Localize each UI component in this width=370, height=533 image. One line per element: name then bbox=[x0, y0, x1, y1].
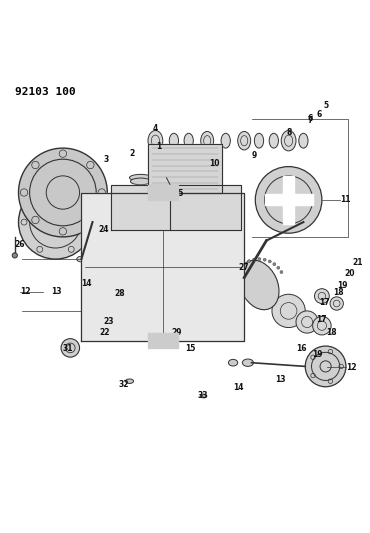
Text: 12: 12 bbox=[346, 362, 356, 372]
Polygon shape bbox=[111, 185, 240, 230]
Ellipse shape bbox=[238, 132, 250, 150]
Ellipse shape bbox=[299, 133, 308, 148]
Circle shape bbox=[272, 294, 305, 328]
Text: 14: 14 bbox=[233, 383, 244, 392]
Text: 5: 5 bbox=[324, 101, 329, 110]
Circle shape bbox=[314, 289, 329, 303]
Ellipse shape bbox=[201, 132, 214, 150]
Text: 17: 17 bbox=[316, 314, 327, 324]
Circle shape bbox=[255, 167, 322, 233]
Circle shape bbox=[61, 338, 80, 357]
Text: 26: 26 bbox=[14, 240, 24, 249]
Circle shape bbox=[258, 257, 261, 261]
Circle shape bbox=[296, 311, 318, 333]
Ellipse shape bbox=[200, 394, 207, 398]
Ellipse shape bbox=[130, 174, 152, 181]
Text: 19: 19 bbox=[313, 350, 323, 359]
Text: 6: 6 bbox=[316, 110, 322, 119]
Text: 20: 20 bbox=[344, 269, 354, 278]
Circle shape bbox=[305, 346, 346, 387]
Ellipse shape bbox=[184, 133, 194, 148]
Ellipse shape bbox=[281, 131, 296, 151]
Circle shape bbox=[233, 274, 236, 278]
Ellipse shape bbox=[229, 359, 238, 366]
Circle shape bbox=[280, 271, 283, 273]
Polygon shape bbox=[148, 333, 178, 348]
Text: 28: 28 bbox=[114, 289, 125, 297]
Circle shape bbox=[137, 230, 211, 303]
Circle shape bbox=[18, 148, 107, 237]
Circle shape bbox=[330, 297, 343, 310]
Text: 15: 15 bbox=[185, 344, 195, 353]
Text: 16: 16 bbox=[296, 344, 306, 353]
Text: 9: 9 bbox=[252, 151, 257, 160]
Text: 17: 17 bbox=[319, 298, 330, 307]
Polygon shape bbox=[148, 185, 178, 200]
Text: 23: 23 bbox=[104, 317, 114, 326]
Circle shape bbox=[239, 265, 242, 269]
Ellipse shape bbox=[92, 261, 100, 265]
Polygon shape bbox=[81, 192, 244, 341]
Polygon shape bbox=[283, 176, 294, 224]
Text: 33: 33 bbox=[198, 391, 208, 400]
Ellipse shape bbox=[125, 379, 134, 383]
Text: 4: 4 bbox=[153, 124, 158, 133]
Text: 13: 13 bbox=[51, 287, 61, 296]
Circle shape bbox=[263, 259, 266, 261]
Circle shape bbox=[18, 185, 92, 259]
Ellipse shape bbox=[169, 133, 178, 148]
Circle shape bbox=[268, 260, 271, 263]
Ellipse shape bbox=[221, 133, 230, 148]
Text: 22: 22 bbox=[100, 328, 110, 337]
Text: 18: 18 bbox=[333, 288, 344, 297]
Ellipse shape bbox=[242, 359, 253, 366]
Ellipse shape bbox=[77, 256, 86, 262]
Text: 14: 14 bbox=[81, 279, 91, 288]
Circle shape bbox=[248, 260, 250, 263]
Text: 92103 100: 92103 100 bbox=[15, 87, 75, 97]
Ellipse shape bbox=[130, 178, 151, 185]
Text: 30: 30 bbox=[164, 335, 174, 344]
Text: 29: 29 bbox=[171, 328, 181, 337]
Circle shape bbox=[273, 263, 276, 265]
Text: 25: 25 bbox=[173, 189, 184, 198]
Circle shape bbox=[253, 258, 256, 261]
Text: 13: 13 bbox=[275, 375, 286, 384]
Polygon shape bbox=[148, 144, 222, 192]
Circle shape bbox=[313, 317, 331, 335]
Text: 2: 2 bbox=[130, 149, 135, 158]
Text: 21: 21 bbox=[352, 257, 363, 266]
Text: 10: 10 bbox=[209, 159, 219, 168]
Circle shape bbox=[243, 262, 246, 265]
Text: 3: 3 bbox=[104, 156, 109, 165]
Ellipse shape bbox=[148, 131, 163, 151]
Text: 32: 32 bbox=[118, 379, 129, 389]
Ellipse shape bbox=[255, 133, 263, 148]
Text: 8: 8 bbox=[287, 128, 292, 137]
Polygon shape bbox=[265, 195, 313, 205]
Text: 11: 11 bbox=[340, 196, 351, 204]
Text: 27: 27 bbox=[239, 263, 249, 272]
Text: 1: 1 bbox=[156, 142, 161, 151]
Circle shape bbox=[12, 253, 17, 258]
Ellipse shape bbox=[269, 133, 279, 148]
Text: 19: 19 bbox=[337, 280, 348, 289]
Text: 12: 12 bbox=[20, 287, 31, 296]
Circle shape bbox=[166, 156, 174, 163]
Circle shape bbox=[277, 266, 280, 269]
Text: 24: 24 bbox=[99, 225, 109, 234]
Ellipse shape bbox=[239, 260, 279, 310]
Ellipse shape bbox=[131, 185, 150, 192]
Text: 31: 31 bbox=[63, 344, 73, 353]
Circle shape bbox=[236, 270, 239, 273]
Text: 7: 7 bbox=[307, 116, 313, 125]
Text: 6: 6 bbox=[307, 114, 312, 123]
Text: 18: 18 bbox=[326, 328, 337, 337]
